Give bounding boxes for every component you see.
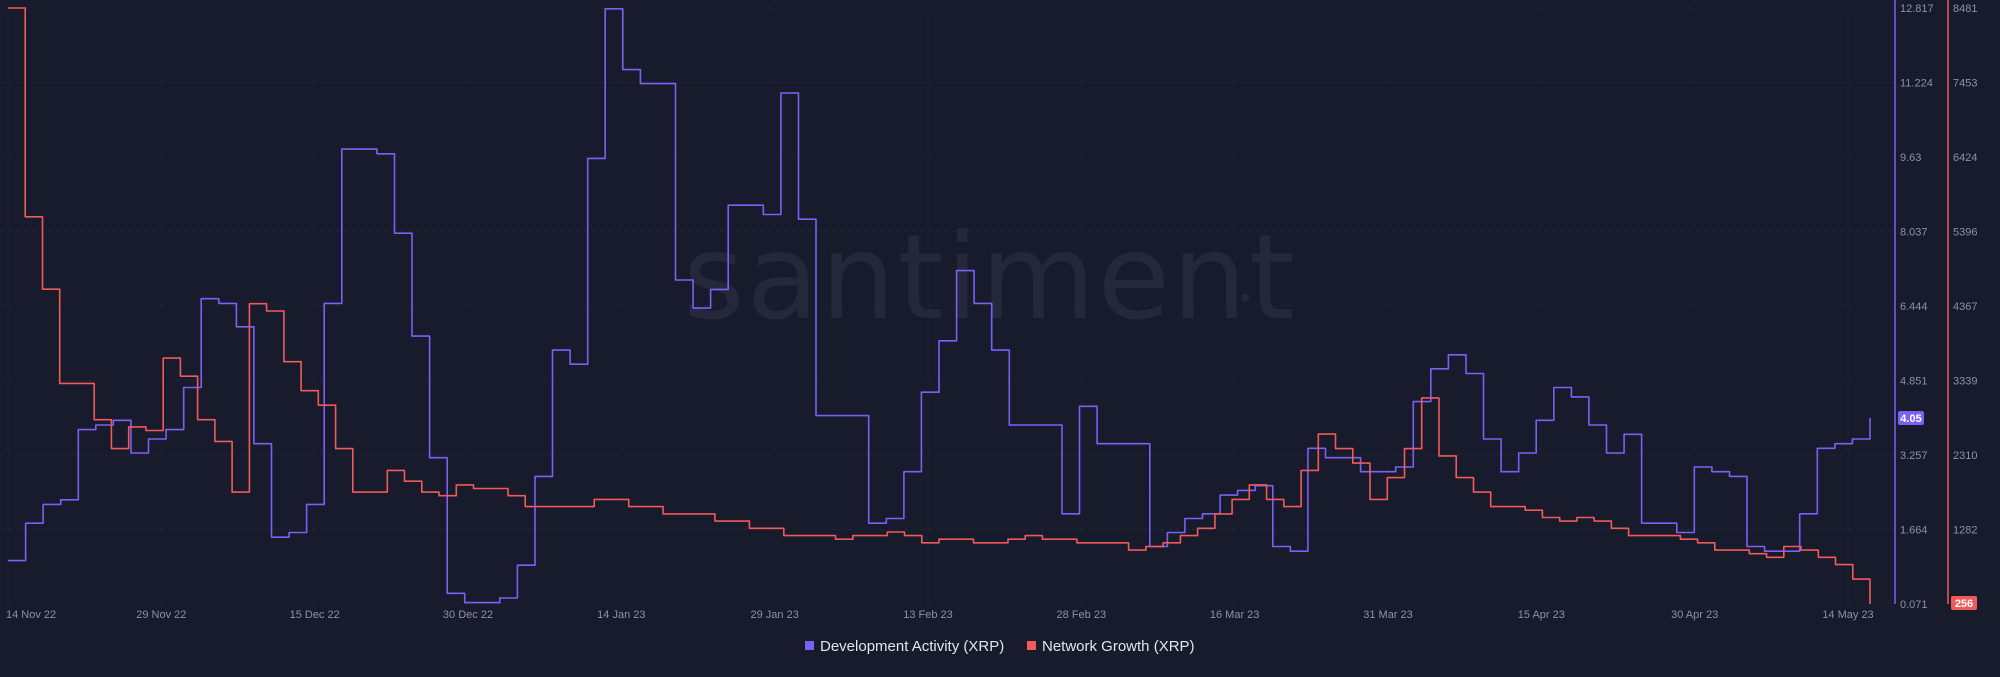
- left-axis-tick-label: 9.63: [1900, 152, 1921, 164]
- santiment-watermark: santiment: [683, 208, 1297, 346]
- watermark-dot-right: [1241, 294, 1249, 302]
- x-axis-tick-label: 15 Dec 22: [290, 609, 340, 621]
- x-axis-tick-label: 15 Apr 23: [1518, 609, 1565, 621]
- left-axis-tick-label: 6.444: [1900, 301, 1928, 313]
- x-axis-tick-label: 29 Nov 22: [136, 609, 186, 621]
- x-axis-tick-label: 13 Feb 23: [903, 609, 953, 621]
- left-axis-ticks: 12.817 11.224 9.63 8.037 6.444 4.851 3.257 1.66…: [1900, 3, 1934, 611]
- legend-label-development-activity[interactable]: Development Activity (XRP): [820, 638, 1004, 655]
- x-axis-tick-label: 14 May 23: [1822, 609, 1873, 621]
- x-axis-tick-label: 30 Apr 23: [1671, 609, 1718, 621]
- x-axis-tick-label: 14 Jan 23: [597, 609, 645, 621]
- legend-swatch-network-growth[interactable]: [1027, 641, 1036, 650]
- left-axis-tick-label: 4.851: [1900, 376, 1928, 388]
- right-axis-tick-label: 5396: [1953, 227, 1977, 239]
- left-axis-tick-label: 1.664: [1900, 525, 1928, 537]
- right-axis-tick-label: 4367: [1953, 301, 1977, 313]
- watermark-dot-left: [726, 294, 734, 302]
- left-axis-tick-label: 3.257: [1900, 450, 1928, 462]
- x-axis-tick-label: 30 Dec 22: [443, 609, 493, 621]
- badge-value: 256: [1955, 598, 1973, 610]
- x-axis-tick-label: 16 Mar 23: [1210, 609, 1260, 621]
- right-axis-tick-label: 6424: [1953, 152, 1977, 164]
- right-axis-tick-label: 2310: [1953, 450, 1977, 462]
- right-axis-tick-label: 1282: [1953, 525, 1977, 537]
- legend-swatch-development-activity[interactable]: [805, 641, 814, 650]
- right-axis-tick-label: 3339: [1953, 376, 1977, 388]
- development-activity-line: [8, 8, 1871, 604]
- x-axis-ticks: 14 Nov 22 29 Nov 22 15 Dec 22 30 Dec 22 14 J…: [6, 609, 1874, 621]
- series-lines: [8, 7, 1871, 604]
- left-axis-tick-label: 12.817: [1900, 3, 1934, 15]
- legend[interactable]: Development Activity (XRP) Network Growth…: [805, 638, 1195, 655]
- network-growth-badge: [1951, 596, 1977, 610]
- right-axis-tick-label: 8481: [1953, 3, 1977, 15]
- right-axis-ticks: 8481 7453 6424 5396 4367 3339 2310 1282: [1953, 3, 1977, 537]
- development-activity-badge: [1898, 410, 1924, 425]
- legend-label-network-growth[interactable]: Network Growth (XRP): [1042, 638, 1195, 655]
- last-value-badges: 4.05 256: [1898, 410, 1977, 610]
- left-axis-tick-label: 11.224: [1900, 78, 1933, 90]
- x-axis-tick-label: 14 Nov 22: [6, 609, 56, 621]
- badge-value: 4.05: [1900, 413, 1921, 425]
- right-axis-tick-label: 7453: [1953, 78, 1977, 90]
- left-axis-tick-label: 0.071: [1900, 599, 1928, 611]
- left-axis-tick-label: 8.037: [1900, 227, 1928, 239]
- gridlines: [0, 7, 1895, 605]
- network-growth-line: [8, 7, 1871, 604]
- x-axis-tick-label: 29 Jan 23: [751, 609, 799, 621]
- x-axis-tick-label: 28 Feb 23: [1057, 609, 1107, 621]
- x-axis-tick-label: 31 Mar 23: [1363, 609, 1413, 621]
